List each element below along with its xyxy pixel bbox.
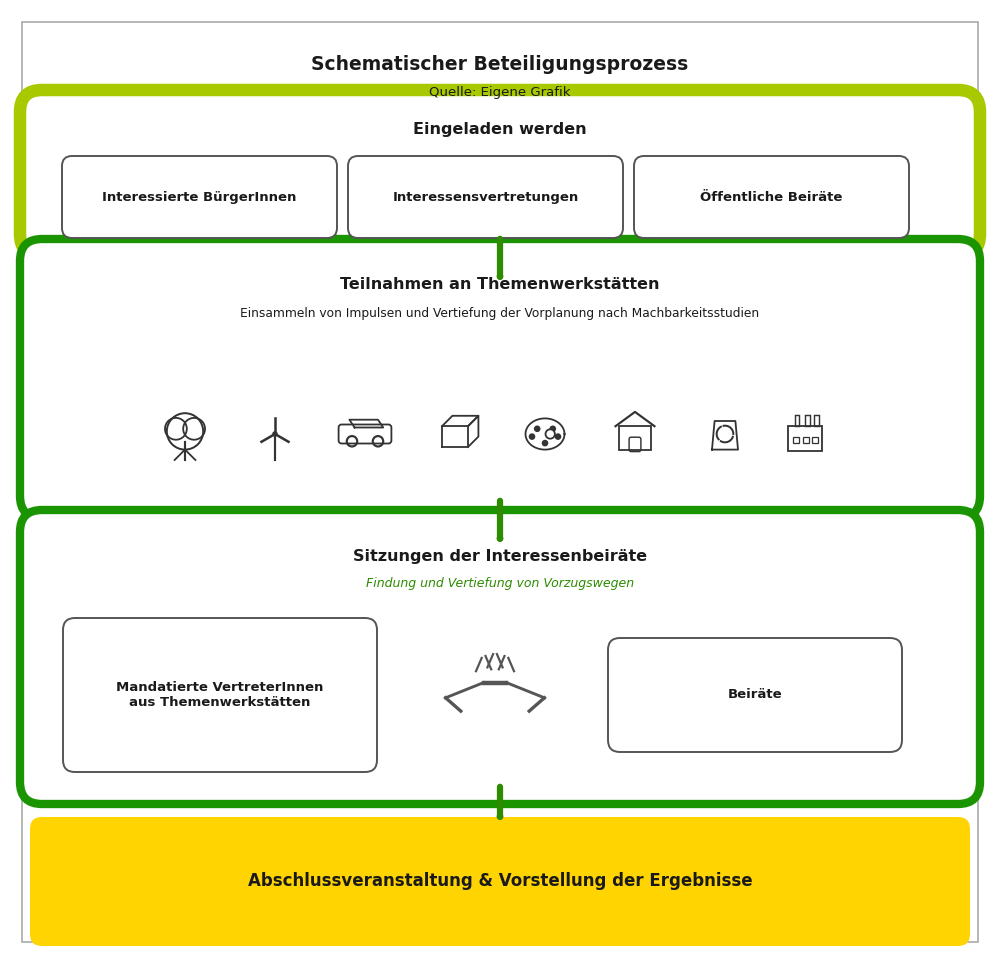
Circle shape: [542, 441, 548, 445]
FancyBboxPatch shape: [22, 22, 978, 942]
FancyBboxPatch shape: [30, 817, 970, 946]
Circle shape: [273, 432, 277, 436]
Text: Sitzungen der Interessenbeiräte: Sitzungen der Interessenbeiräte: [353, 549, 647, 564]
Circle shape: [535, 426, 540, 432]
Text: Abschlussveranstaltung & Vorstellung der Ergebnisse: Abschlussveranstaltung & Vorstellung der…: [248, 872, 752, 891]
Circle shape: [550, 426, 555, 432]
Text: Mandatierte VertreterInnen
aus Themenwerkstätten: Mandatierte VertreterInnen aus Themenwer…: [116, 681, 324, 709]
Text: Einsammeln von Impulsen und Vertiefung der Vorplanung nach Machbarkeitsstudien: Einsammeln von Impulsen und Vertiefung d…: [240, 307, 760, 319]
FancyBboxPatch shape: [634, 156, 909, 238]
Text: Eingeladen werden: Eingeladen werden: [413, 121, 587, 137]
Text: Interessensvertretungen: Interessensvertretungen: [392, 191, 579, 203]
FancyBboxPatch shape: [348, 156, 623, 238]
Text: Beiräte: Beiräte: [728, 688, 782, 702]
FancyBboxPatch shape: [608, 638, 902, 752]
Text: Quelle: Eigene Grafik: Quelle: Eigene Grafik: [429, 86, 571, 98]
FancyBboxPatch shape: [20, 510, 980, 804]
Text: Findung und Vertiefung von Vorzugswegen: Findung und Vertiefung von Vorzugswegen: [366, 577, 634, 591]
Text: Teilnahmen an Themenwerkstätten: Teilnahmen an Themenwerkstätten: [340, 277, 660, 291]
Circle shape: [555, 434, 561, 440]
Circle shape: [546, 429, 555, 439]
Text: Interessierte BürgerInnen: Interessierte BürgerInnen: [102, 191, 297, 203]
Text: Schematischer Beteiligungsprozess: Schematischer Beteiligungsprozess: [311, 55, 689, 73]
FancyBboxPatch shape: [20, 239, 980, 518]
FancyBboxPatch shape: [63, 618, 377, 772]
FancyBboxPatch shape: [20, 90, 980, 256]
Circle shape: [529, 434, 535, 440]
Text: Öffentliche Beiräte: Öffentliche Beiräte: [700, 191, 843, 203]
FancyBboxPatch shape: [62, 156, 337, 238]
